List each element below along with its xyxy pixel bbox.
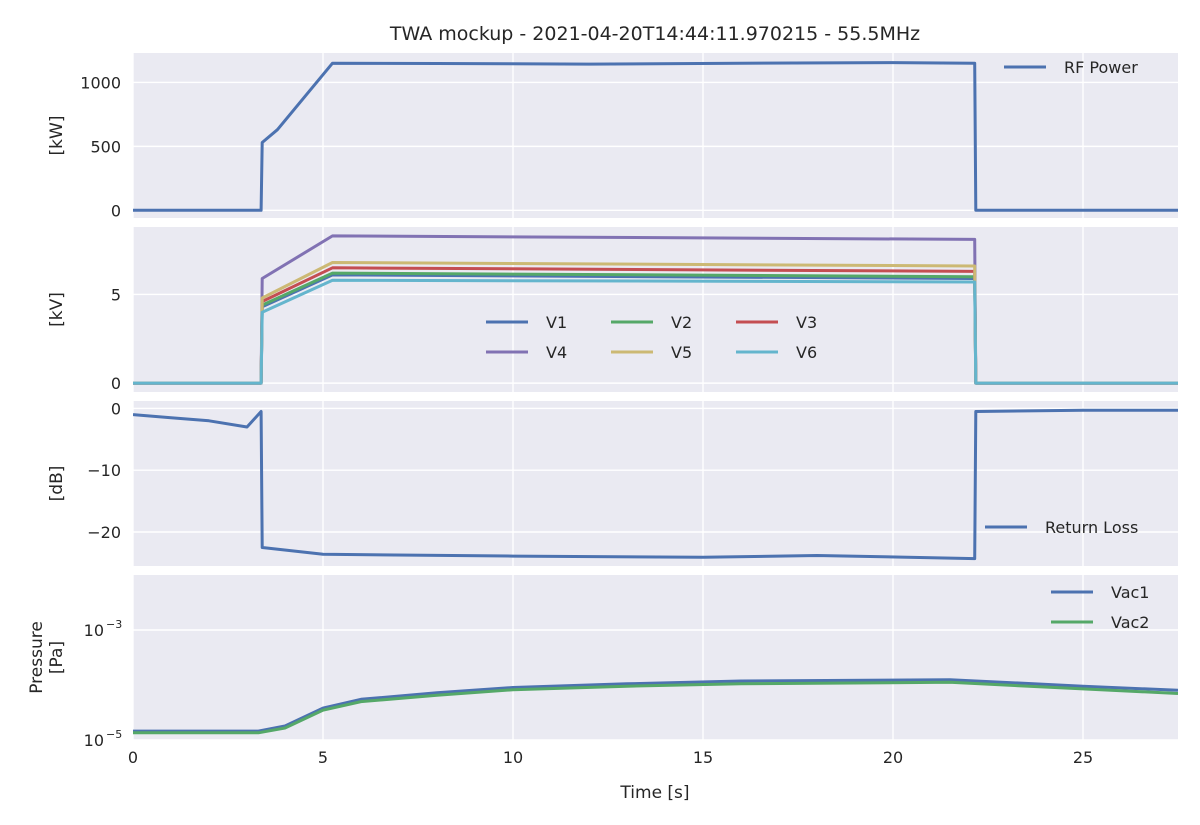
legend-label: Vac1 <box>1111 583 1149 602</box>
series-line-vac1 <box>133 678 1178 733</box>
x-axis-label: Time [s] <box>619 783 689 803</box>
x-tick-label: 5 <box>318 748 328 767</box>
x-tick-label: 10 <box>503 748 523 767</box>
y-tick-label: −20 <box>87 523 121 542</box>
y-tick-label: 0 <box>111 201 121 220</box>
legend-label: V3 <box>796 313 817 332</box>
y-axis-label: [dB] <box>47 466 67 502</box>
legend: V1 V2 V3 V4 V5 V6 <box>486 313 817 362</box>
y-tick-label: 5 <box>111 285 121 304</box>
legend-label: Vac2 <box>1111 613 1149 632</box>
series-line-return-loss <box>133 408 1178 561</box>
plot-area <box>133 53 1178 218</box>
legend-label: V6 <box>796 343 817 362</box>
plot-area <box>133 575 1178 740</box>
x-tick-label: 20 <box>883 748 903 767</box>
y-tick-exponent: −5 <box>106 728 122 741</box>
series-line-v6 <box>133 278 1178 385</box>
y-tick-label: 1000 <box>80 73 121 92</box>
x-tick-label: 25 <box>1073 748 1093 767</box>
legend-label: V5 <box>671 343 692 362</box>
panel-2: 0 5 [kV] V1 V2 V3 V4 V5 V6 <box>47 227 1178 393</box>
legend-label: Return Loss <box>1045 518 1138 537</box>
plot-area <box>133 401 1178 566</box>
y-axis-label: [kV] <box>47 292 67 327</box>
legend-label: V2 <box>671 313 692 332</box>
legend-label: RF Power <box>1064 58 1138 77</box>
y-tick-label: −10 <box>87 461 121 480</box>
series-line-vac2 <box>133 680 1178 735</box>
y-axis-label: Pressure[Pa] <box>27 621 67 694</box>
legend: Vac1 Vac2 <box>1051 583 1149 632</box>
legend: RF Power <box>1004 58 1138 77</box>
y-tick-label: 10 <box>84 731 104 750</box>
y-tick-label: 10 <box>84 621 104 640</box>
legend: Return Loss <box>985 518 1138 537</box>
legend-label: V4 <box>546 343 567 362</box>
panel-3: 0 −10 −20 [dB] Return Loss <box>47 399 1178 566</box>
plot-area <box>133 227 1178 392</box>
panel-1: 0 500 1000 [kW] RF Power <box>47 53 1178 220</box>
y-tick-label: 500 <box>90 137 121 156</box>
y-tick-label: 0 <box>111 399 121 418</box>
legend-label: V1 <box>546 313 567 332</box>
y-tick-exponent: −3 <box>106 618 122 631</box>
x-tick-label: 15 <box>693 748 713 767</box>
series-line-rf-power <box>133 61 1178 212</box>
chart-title: TWA mockup - 2021-04-20T14:44:11.970215 … <box>389 23 920 45</box>
x-tick-label: 0 <box>128 748 138 767</box>
y-tick-label: 0 <box>111 374 121 393</box>
y-axis-label: [kW] <box>47 116 67 156</box>
